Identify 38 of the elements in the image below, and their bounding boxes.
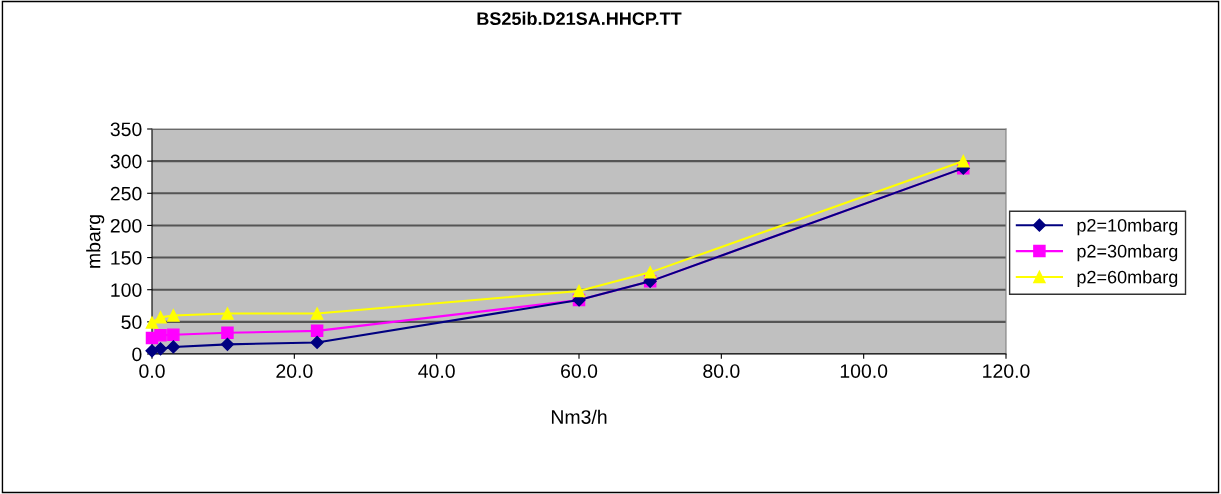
point: [310, 307, 324, 320]
point: [154, 329, 167, 342]
legend-label: p2=30mbarg: [1077, 244, 1178, 262]
point: [167, 309, 180, 322]
chart-title: BS25ib.D21SA.HHCP.TT: [477, 11, 682, 26]
x-tick-label: 100.0: [840, 364, 888, 378]
x-tick-label: 20.0: [276, 364, 313, 378]
point: [167, 328, 180, 341]
point: [221, 326, 234, 340]
y-tick-label: 350: [110, 122, 142, 137]
x-axis-title: Nm3/h: [551, 409, 607, 424]
legend-label: p2=10mbarg: [1077, 218, 1178, 236]
y-axis-title: mbarg: [86, 215, 105, 268]
point: [145, 344, 159, 358]
point: [154, 311, 167, 324]
point: [220, 337, 235, 351]
x-tick-label: 80.0: [703, 364, 740, 378]
x-tick-label: 120.0: [983, 364, 1030, 378]
y-tick-label: 50: [121, 315, 142, 330]
point: [153, 342, 168, 356]
x-tick-label: 0.0: [139, 364, 165, 378]
point: [166, 340, 180, 354]
y-tick-label: 250: [110, 186, 142, 201]
point: [310, 335, 324, 350]
point: [957, 154, 970, 168]
y-tick-label: 200: [110, 218, 142, 233]
point: [145, 316, 159, 329]
point: [310, 324, 324, 338]
y-tick-label: 300: [110, 154, 142, 169]
y-tick-label: 150: [111, 251, 142, 265]
x-tick-label: 60.0: [561, 364, 598, 378]
point: [572, 284, 586, 298]
y-tick-label: 100: [111, 283, 142, 297]
point: [643, 266, 657, 279]
point: [221, 307, 234, 320]
legend-label: p2=60mbarg: [1077, 270, 1178, 288]
x-tick-label: 40.0: [418, 364, 455, 378]
y-tick-label: 0: [132, 347, 142, 362]
